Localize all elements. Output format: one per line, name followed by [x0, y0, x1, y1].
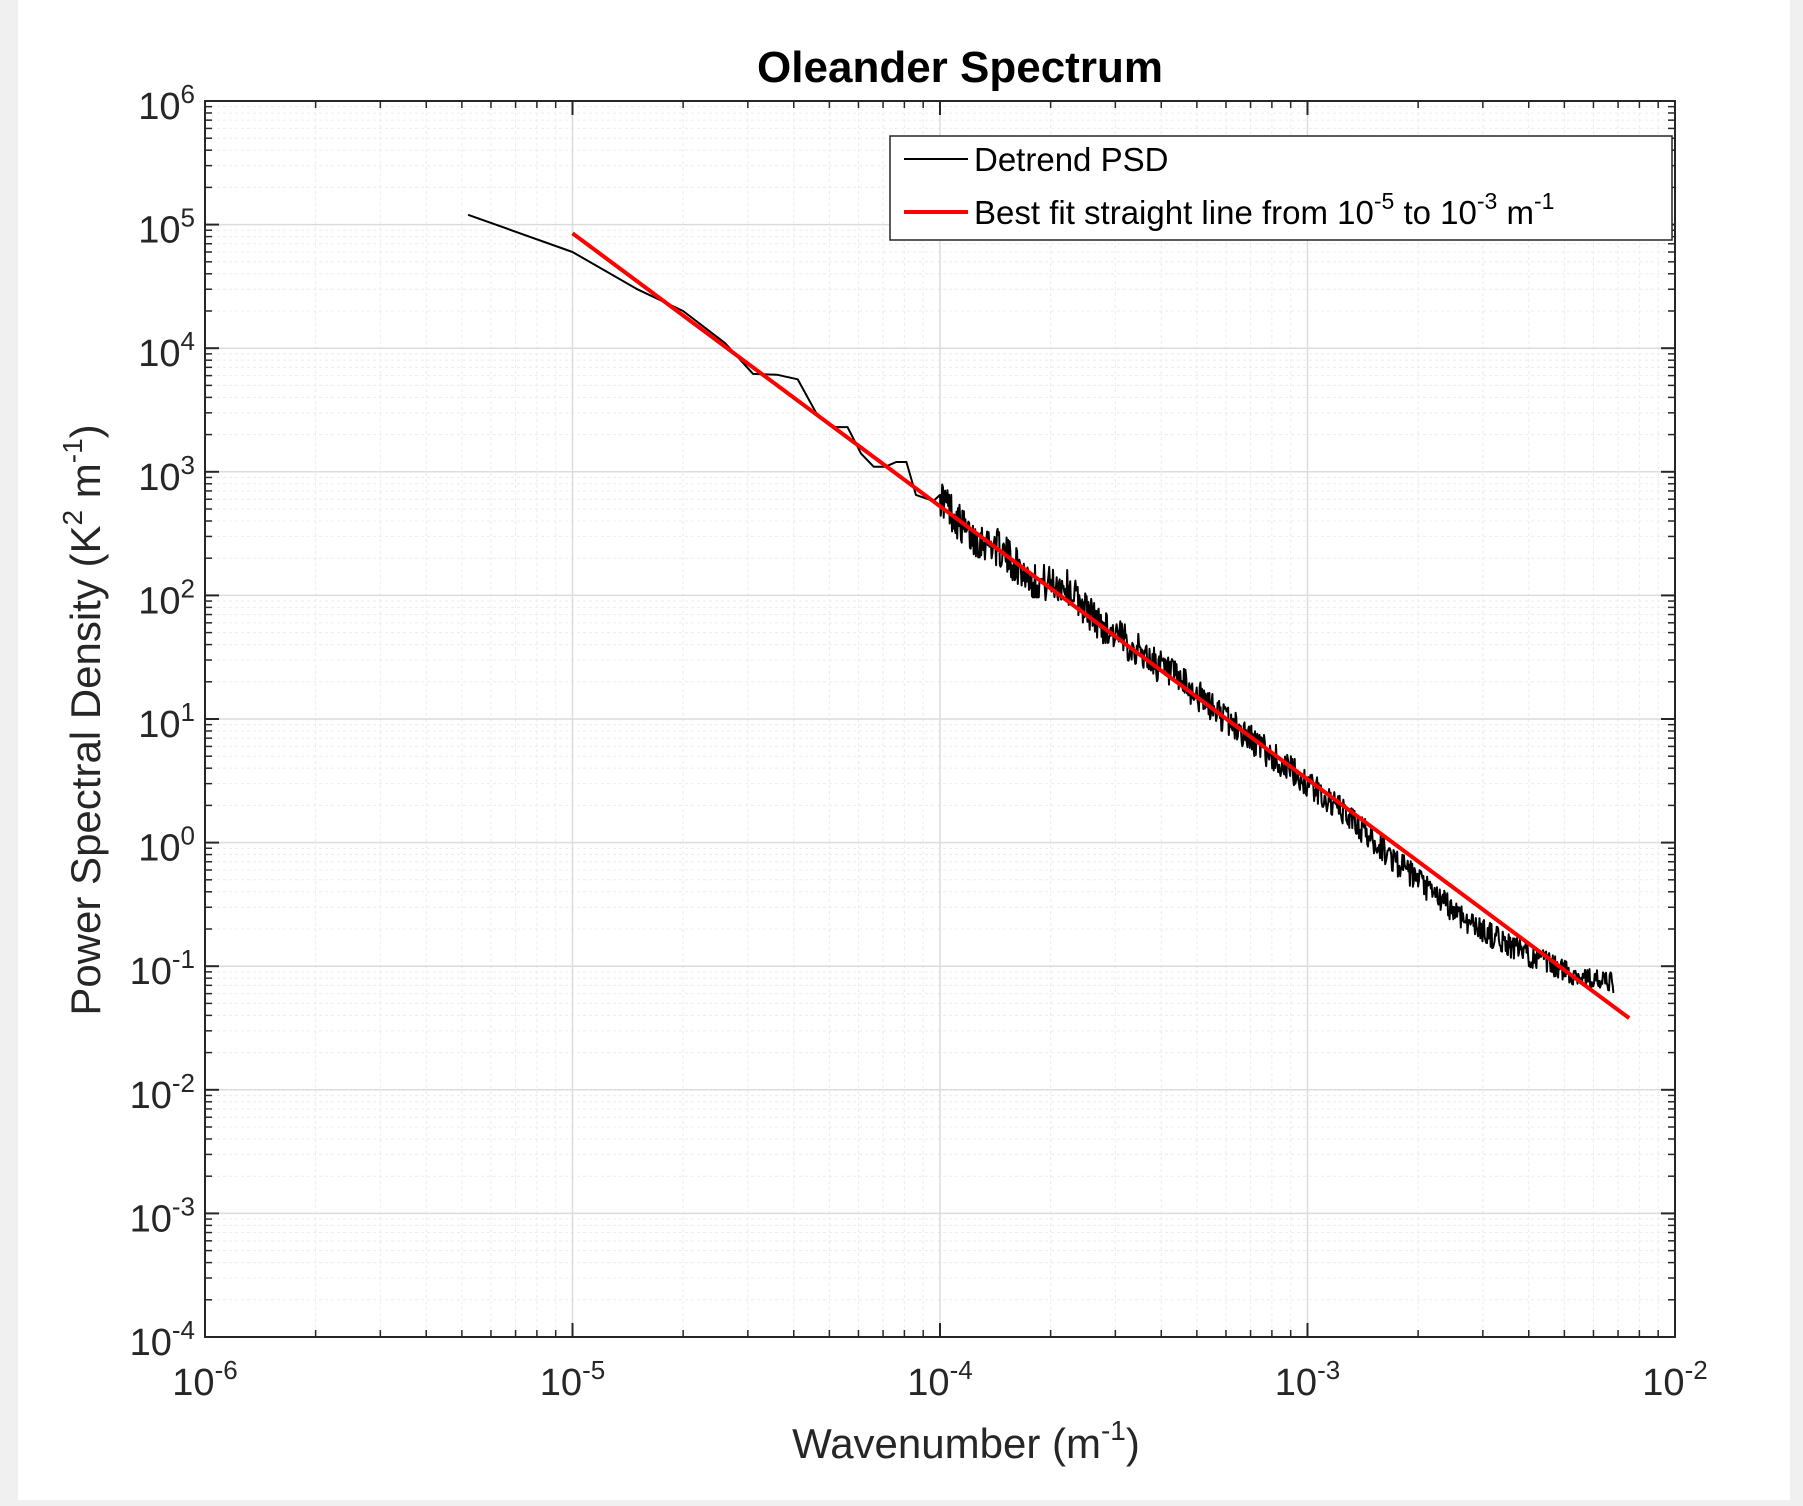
y-tick-label-base: 10: [130, 1322, 172, 1364]
x-axis-title: Wavenumber (m-1): [792, 1415, 1140, 1467]
y-tick-label: 10-1: [130, 944, 195, 993]
x-tick-label: 10-5: [540, 1355, 605, 1404]
x-tick-label: 10-6: [172, 1355, 237, 1404]
chart-svg: 10-6 10-5 10-4 10-3 10-210-410-310-210-11001…: [57, 43, 1708, 1467]
y-axis-title-tail: ): [62, 424, 109, 438]
legend-label-detrend: Detrend PSD: [974, 141, 1168, 178]
y-tick-label-exp: -4: [172, 1315, 195, 1345]
x-tick-label-base: 10: [1642, 1362, 1684, 1404]
y-tick-label: 10-2: [130, 1068, 195, 1117]
x-tick-label-exp: -4: [950, 1355, 973, 1385]
figure: 10-6 10-5 10-4 10-3 10-2 10-4 10-3 10-2 10-1 100 1…: [18, 0, 1790, 1500]
legend-label-fit: Best fit straight line from 10-5 to 10-3…: [974, 188, 1554, 231]
y-tick-label-base: 10: [138, 86, 180, 128]
x-tick-label-exp: -6: [215, 1355, 238, 1385]
y-tick-label-base: 10: [138, 333, 180, 375]
y-tick-label: 100: [138, 821, 195, 870]
y-tick-label-exp: 6: [181, 79, 195, 109]
y-tick-label-exp: 3: [181, 450, 195, 480]
y-tick-label: 10-4: [130, 1315, 195, 1364]
legend-fit-s3: -1: [1534, 188, 1554, 214]
y-axis-title-sup2: -1: [57, 438, 88, 463]
tick-labels: 10-6 10-5 10-4 10-3 10-210-410-310-210-11001…: [130, 79, 1708, 1404]
y-axis-title-sup1: 2: [57, 510, 88, 526]
x-tick-label-base: 10: [172, 1362, 214, 1404]
legend-fit-t3: m: [1497, 194, 1534, 231]
y-tick-label-exp: 4: [181, 326, 195, 356]
y-tick-label-base: 10: [130, 1075, 172, 1117]
y-tick-label-base: 10: [138, 457, 180, 499]
y-axis-title-mid: m: [62, 463, 109, 510]
x-tick-label-base: 10: [540, 1362, 582, 1404]
series-best-fit-line: [571, 231, 1631, 1020]
x-tick-label-exp: -5: [582, 1355, 605, 1385]
x-axis-title-tail: ): [1126, 1420, 1140, 1467]
y-tick-label: 103: [138, 450, 195, 499]
y-tick-label: 105: [138, 203, 195, 252]
y-tick-label-exp: -2: [172, 1068, 195, 1098]
series-layer: [467, 213, 1631, 1020]
y-tick-label-base: 10: [130, 951, 172, 993]
x-axis-title-base: Wavenumber (m: [792, 1420, 1101, 1467]
y-tick-label-exp: 1: [181, 697, 195, 727]
legend-fit-t1: Best fit straight line from 10: [974, 194, 1374, 231]
x-tick-label-base: 10: [1275, 1362, 1317, 1404]
x-tick-label-exp: -2: [1685, 1355, 1708, 1385]
legend-fit-t2: to 10: [1394, 194, 1477, 231]
x-tick-label-exp: -3: [1317, 1355, 1340, 1385]
chart-title: Oleander Spectrum: [757, 43, 1163, 92]
y-tick-label-base: 10: [138, 580, 180, 622]
x-axis-title-sup: -1: [1101, 1415, 1126, 1446]
y-tick-label-exp: -1: [172, 944, 195, 974]
y-tick-label-base: 10: [138, 704, 180, 746]
y-tick-label-base: 10: [138, 828, 180, 870]
y-tick-label-exp: 2: [181, 573, 195, 603]
y-tick-label: 106: [138, 79, 195, 128]
y-axis-title-base: Power Spectral Density (K: [62, 525, 109, 1015]
legend-box: [889, 135, 1673, 241]
y-axis-title: Power Spectral Density (K2 m-1): [57, 424, 109, 1015]
y-tick-label-base: 10: [138, 210, 180, 252]
x-tick-label-base: 10: [907, 1362, 949, 1404]
x-tick-label: 10-4: [907, 1355, 972, 1404]
y-tick-label: 104: [138, 326, 195, 375]
legend-fit-s2: -3: [1477, 188, 1497, 214]
legend: Detrend PSD Best fit straight line from …: [889, 135, 1673, 241]
x-tick-label: 10-2: [1642, 1355, 1707, 1404]
y-tick-label-exp: 5: [181, 203, 195, 233]
y-tick-label: 101: [138, 697, 195, 746]
y-tick-label-base: 10: [130, 1198, 172, 1240]
legend-fit-s1: -5: [1374, 188, 1394, 214]
y-tick-label-exp: -3: [172, 1191, 195, 1221]
y-tick-label: 102: [138, 573, 195, 622]
x-tick-label: 10-3: [1275, 1355, 1340, 1404]
y-tick-label-exp: 0: [181, 821, 195, 851]
y-tick-label: 10-3: [130, 1191, 195, 1240]
